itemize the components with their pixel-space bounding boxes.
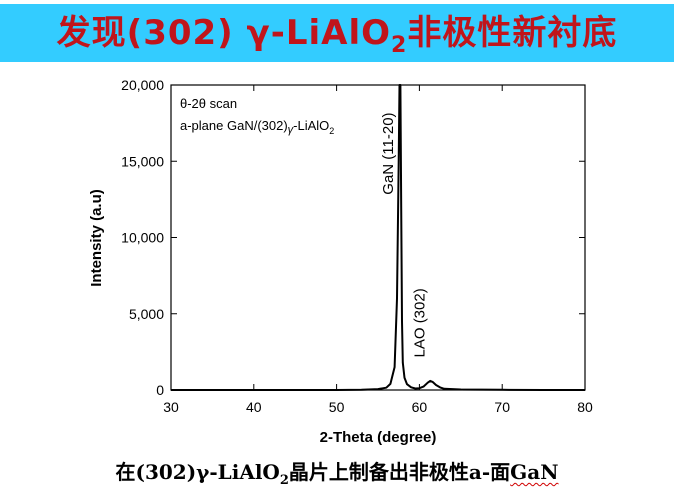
x-tick-label: 70 — [494, 399, 510, 415]
y-tick-label: 5,000 — [129, 306, 164, 322]
slide-title: 发现(302) γ-LiAlO2非极性新衬底 — [0, 4, 674, 62]
y-tick-label: 10,000 — [121, 230, 164, 246]
x-tick-label: 60 — [412, 399, 428, 415]
inset-sample-gamma: γ — [288, 124, 295, 136]
annotation-gan-peak: GaN (11-20) — [380, 112, 397, 194]
title-bar: 发现(302) γ-LiAlO2非极性新衬底 — [0, 4, 674, 62]
caption-gan-word: GaN — [510, 460, 559, 484]
y-tick-label: 20,000 — [121, 77, 164, 93]
caption-main: 在(302)γ-LiAlO — [115, 460, 280, 484]
y-tick-label: 15,000 — [121, 153, 164, 169]
x-tick-label: 50 — [329, 399, 345, 415]
slide-caption: 在(302)γ-LiAlO2晶片上制备出非极性a-面GaN — [0, 456, 674, 488]
xrd-chart: 0 5,000 10,000 15,000 20,000 30 40 50 60 70 80 2-… — [88, 77, 593, 446]
slide-title-tail: 非极性新衬底 — [407, 13, 618, 53]
y-axis-label: Intensity (a.u) — [88, 189, 105, 287]
slide-title-main: 发现(302) γ-LiAlO — [56, 13, 392, 53]
inset-text-sample: a-plane GaN/(302)γ-LiAlO2 — [180, 118, 334, 136]
y-tick-label: 0 — [156, 382, 164, 398]
annotation-lao-peak: LAO (302) — [411, 288, 428, 357]
inset-text-scan: θ-2θ scan — [180, 96, 237, 111]
caption-subscript: 2 — [279, 473, 289, 488]
xrd-trace-line — [171, 84, 585, 391]
slide-title-subscript: 2 — [391, 32, 408, 58]
inset-sample-compound: -LiAlO — [293, 118, 329, 133]
x-tick-label: 30 — [163, 399, 179, 415]
inset-sample-main: a-plane GaN/(302) — [180, 118, 288, 133]
inset-sample-subscript: 2 — [329, 126, 334, 136]
x-axis-ticks: 30 40 50 60 70 80 — [163, 85, 593, 415]
caption-tail: 晶片上制备出非极性a-面 — [288, 460, 511, 484]
x-axis-label: 2-Theta (degree) — [320, 429, 437, 446]
x-tick-label: 40 — [246, 399, 262, 415]
x-tick-label: 80 — [577, 399, 593, 415]
